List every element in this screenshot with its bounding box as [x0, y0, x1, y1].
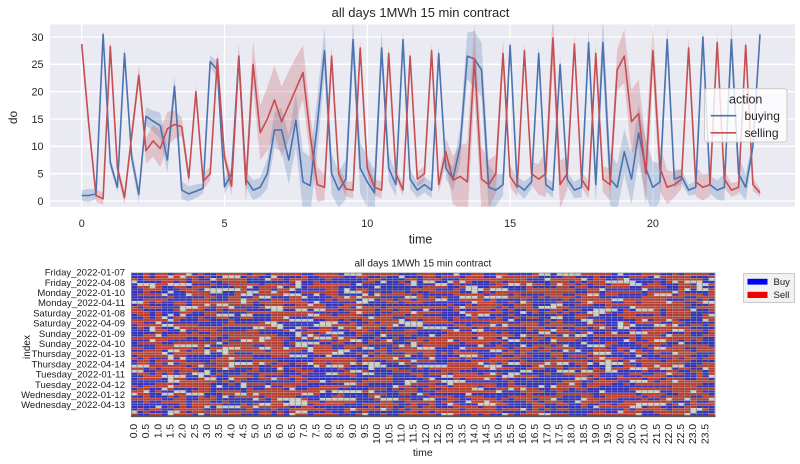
svg-text:18.0: 18.0: [567, 424, 578, 444]
svg-text:14.0: 14.0: [469, 424, 480, 444]
svg-text:buying: buying: [745, 109, 780, 123]
svg-text:20.0: 20.0: [615, 424, 626, 444]
svg-text:15.5: 15.5: [506, 424, 517, 444]
svg-text:30: 30: [31, 32, 43, 44]
svg-text:15: 15: [31, 114, 43, 126]
svg-text:Sunday_2022-01-09: Sunday_2022-01-09: [39, 329, 125, 340]
svg-text:all days 1MWh 15 min contract: all days 1MWh 15 min contract: [355, 259, 492, 270]
svg-text:22.5: 22.5: [676, 424, 687, 444]
svg-text:23.0: 23.0: [688, 424, 699, 444]
svg-text:Monday_2022-04-11: Monday_2022-04-11: [38, 298, 125, 309]
svg-text:6.0: 6.0: [275, 424, 286, 439]
svg-text:20.5: 20.5: [627, 424, 638, 444]
svg-text:5: 5: [221, 218, 227, 230]
svg-text:Wednesday_2022-01-12: Wednesday_2022-01-12: [21, 390, 125, 401]
svg-text:5.5: 5.5: [263, 424, 274, 439]
svg-text:11.5: 11.5: [409, 424, 420, 444]
svg-text:10: 10: [31, 141, 43, 153]
svg-text:Wednesday_2022-04-13: Wednesday_2022-04-13: [21, 400, 125, 411]
svg-text:Sunday_2022-04-10: Sunday_2022-04-10: [39, 339, 125, 350]
svg-text:selling: selling: [745, 126, 779, 140]
svg-text:0.5: 0.5: [141, 424, 152, 439]
svg-text:Saturday_2022-01-08: Saturday_2022-01-08: [33, 308, 125, 319]
svg-text:Tuesday_2022-04-12: Tuesday_2022-04-12: [35, 380, 125, 391]
svg-text:20: 20: [31, 87, 43, 99]
svg-text:6.5: 6.5: [287, 424, 298, 439]
svg-text:10.0: 10.0: [372, 424, 383, 444]
svg-text:17.0: 17.0: [542, 424, 553, 444]
svg-text:Buy: Buy: [774, 277, 791, 288]
svg-text:13.0: 13.0: [445, 424, 456, 444]
svg-text:8.0: 8.0: [324, 424, 335, 439]
svg-text:25: 25: [31, 59, 43, 71]
svg-text:14.5: 14.5: [482, 424, 493, 444]
svg-text:18.5: 18.5: [579, 424, 590, 444]
svg-text:3.5: 3.5: [214, 424, 225, 439]
svg-text:8.5: 8.5: [336, 424, 347, 439]
svg-text:20: 20: [647, 218, 659, 230]
svg-text:12.5: 12.5: [433, 424, 444, 444]
svg-text:17.5: 17.5: [555, 424, 566, 444]
svg-text:11.0: 11.0: [397, 424, 408, 444]
svg-text:Thursday_2022-01-13: Thursday_2022-01-13: [32, 349, 125, 360]
svg-text:7.0: 7.0: [299, 424, 310, 439]
svg-text:22.0: 22.0: [664, 424, 675, 444]
svg-text:4.0: 4.0: [226, 424, 237, 439]
svg-text:7.5: 7.5: [311, 424, 322, 439]
svg-text:Friday_2022-01-07: Friday_2022-01-07: [45, 268, 125, 279]
svg-text:15.0: 15.0: [494, 424, 505, 444]
svg-text:all days 1MWh 15 min contract: all days 1MWh 15 min contract: [332, 5, 510, 20]
svg-text:Saturday_2022-04-09: Saturday_2022-04-09: [33, 319, 125, 330]
svg-text:1.0: 1.0: [153, 424, 164, 439]
svg-text:2.5: 2.5: [190, 424, 201, 439]
svg-text:9.5: 9.5: [360, 424, 371, 439]
svg-text:0.0: 0.0: [129, 424, 140, 439]
svg-text:2.0: 2.0: [178, 424, 189, 439]
svg-text:16.5: 16.5: [530, 424, 541, 444]
svg-text:3.0: 3.0: [202, 424, 213, 439]
svg-text:21.0: 21.0: [640, 424, 651, 444]
svg-text:13.5: 13.5: [457, 424, 468, 444]
svg-text:16.0: 16.0: [518, 424, 529, 444]
svg-text:1.5: 1.5: [166, 424, 177, 439]
svg-text:4.5: 4.5: [238, 424, 249, 439]
svg-text:do: do: [6, 111, 20, 125]
svg-text:12.0: 12.0: [421, 424, 432, 444]
svg-text:Thursday_2022-04-14: Thursday_2022-04-14: [32, 359, 125, 370]
svg-text:index: index: [22, 335, 33, 359]
svg-text:action: action: [729, 92, 762, 106]
svg-text:time: time: [413, 447, 433, 459]
svg-text:10.5: 10.5: [384, 424, 395, 444]
svg-text:19.5: 19.5: [603, 424, 614, 444]
svg-text:Sell: Sell: [774, 290, 790, 301]
svg-text:5.0: 5.0: [251, 424, 262, 439]
svg-text:0: 0: [79, 218, 85, 230]
svg-text:10: 10: [361, 218, 373, 230]
svg-text:0: 0: [37, 196, 43, 208]
svg-text:21.5: 21.5: [652, 424, 663, 444]
svg-text:15: 15: [504, 218, 516, 230]
svg-text:Monday_2022-01-10: Monday_2022-01-10: [37, 288, 125, 299]
svg-text:23.5: 23.5: [700, 424, 711, 444]
svg-text:time: time: [409, 233, 433, 247]
svg-text:9.0: 9.0: [348, 424, 359, 439]
svg-text:Friday_2022-04-08: Friday_2022-04-08: [45, 278, 125, 289]
svg-text:Tuesday_2022-01-11: Tuesday_2022-01-11: [36, 370, 125, 381]
svg-text:19.0: 19.0: [591, 424, 602, 444]
svg-text:5: 5: [37, 169, 43, 181]
